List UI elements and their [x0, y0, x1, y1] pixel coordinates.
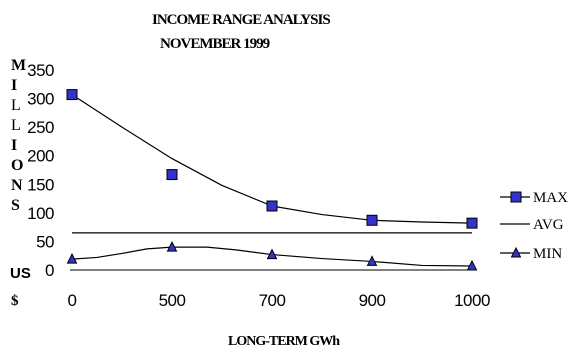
x-axis-ticks: 0 500 700 900 1000: [68, 291, 491, 310]
series-point-min: [66, 253, 78, 264]
series-point-min: [166, 241, 178, 252]
y-axis-unit: US: [10, 265, 31, 282]
legend-label-avg: AVG: [533, 217, 564, 233]
series-point-min: [466, 259, 478, 271]
series-point-max: [466, 217, 478, 229]
y-axis-label-letter: I: [11, 77, 17, 94]
series-point-max: [366, 214, 378, 226]
chart-title: INCOME RANGE ANALYSIS: [152, 12, 330, 28]
x-tick-label: 500: [159, 291, 186, 310]
y-axis-label-letter: L: [11, 97, 21, 114]
y-tick-label: 50: [36, 232, 54, 251]
y-tick-label: 250: [27, 118, 54, 137]
y-axis-ticks: 0 50 100 150 200 250 300 350: [27, 61, 54, 280]
y-tick-label: 150: [27, 175, 54, 194]
legend: MAX AVG MIN: [500, 190, 568, 262]
y-tick-label: 200: [27, 147, 54, 166]
plot-series: [66, 89, 478, 271]
y-axis-label-letter: N: [11, 177, 23, 194]
y-axis-label-letter: O: [11, 157, 23, 174]
y-axis-label-letter: L: [11, 117, 21, 134]
y-axis-label-letter: S: [11, 197, 20, 214]
legend-label-min: MIN: [533, 246, 562, 262]
x-tick-label: 1000: [454, 291, 490, 310]
y-tick-label: 350: [27, 61, 54, 80]
series-line-min: [71, 246, 473, 267]
x-tick-label: 0: [68, 291, 77, 310]
x-axis-title: LONG-TERM GWh: [228, 334, 340, 349]
y-axis-label-letter: M: [11, 57, 26, 74]
y-tick-label: 300: [27, 90, 54, 109]
y-tick-label: 0: [45, 261, 54, 280]
y-tick-label: 100: [27, 204, 54, 223]
series-point-min: [366, 255, 378, 266]
series-point-max: [166, 169, 178, 181]
series-point-max: [66, 89, 78, 101]
chart-subtitle: NOVEMBER 1999: [160, 36, 270, 52]
series-point-min: [266, 248, 278, 260]
x-tick-label: 700: [259, 291, 286, 310]
series-point-max: [266, 200, 278, 212]
y-axis-unit: $: [11, 293, 19, 309]
legend-marker-max: [510, 191, 522, 203]
legend-label-max: MAX: [533, 190, 568, 206]
y-axis-label-letter: I: [11, 137, 17, 154]
x-tick-label: 900: [359, 291, 386, 310]
legend-marker-min: [510, 246, 522, 258]
